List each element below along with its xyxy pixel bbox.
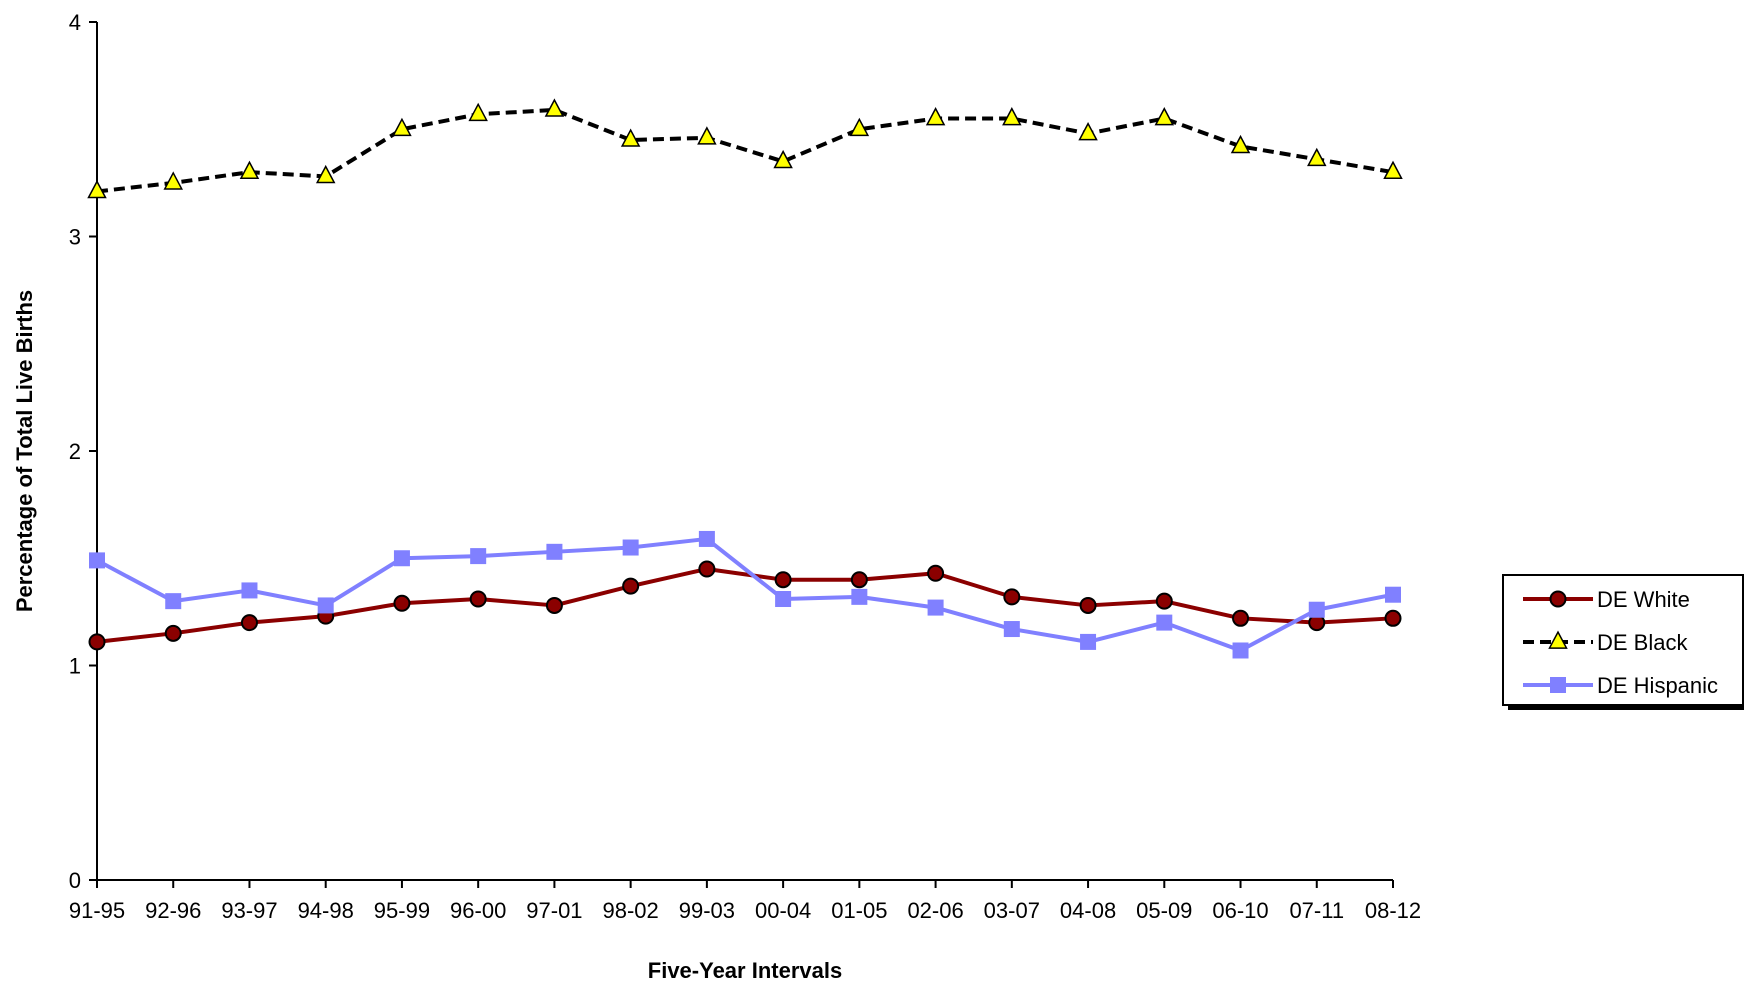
series-line bbox=[96, 536, 1394, 653]
data-point bbox=[1230, 134, 1251, 154]
data-point bbox=[1155, 592, 1173, 610]
series-de-white bbox=[88, 560, 1402, 651]
x-tick-label: 96-00 bbox=[450, 898, 506, 923]
x-tick-label: 93-97 bbox=[221, 898, 277, 923]
data-point bbox=[1385, 586, 1401, 603]
x-tick-label: 02-06 bbox=[907, 898, 963, 923]
data-point bbox=[239, 160, 260, 179]
data-point bbox=[393, 550, 410, 567]
data-point bbox=[849, 117, 870, 137]
data-point bbox=[850, 571, 868, 589]
data-point bbox=[470, 548, 487, 565]
data-point bbox=[1384, 609, 1402, 627]
data-point bbox=[1307, 147, 1327, 167]
data-point bbox=[241, 582, 258, 599]
data-point bbox=[1080, 633, 1097, 650]
data-point bbox=[1003, 588, 1021, 606]
data-point bbox=[88, 633, 106, 651]
data-point bbox=[697, 126, 717, 145]
data-point bbox=[469, 590, 487, 608]
data-point bbox=[774, 571, 792, 589]
data-point bbox=[698, 530, 715, 547]
data-point bbox=[89, 552, 105, 569]
data-point bbox=[1002, 107, 1022, 126]
data-point bbox=[1232, 642, 1249, 659]
series-de-hispanic bbox=[89, 530, 1401, 659]
data-point bbox=[1383, 160, 1403, 179]
data-point bbox=[317, 597, 334, 614]
data-point bbox=[698, 560, 716, 578]
data-point bbox=[392, 117, 412, 137]
data-point bbox=[315, 164, 336, 184]
series-de-black bbox=[87, 98, 1403, 199]
data-point bbox=[775, 591, 792, 608]
data-point bbox=[1232, 609, 1250, 627]
data-point bbox=[1156, 614, 1173, 631]
data-point bbox=[622, 577, 640, 595]
x-tick-label: 95-99 bbox=[374, 898, 430, 923]
x-tick-label: 94-98 bbox=[298, 898, 354, 923]
x-tick-label: 97-01 bbox=[526, 898, 582, 923]
data-point bbox=[393, 594, 411, 612]
legend-label: DE Hispanic bbox=[1597, 673, 1718, 698]
x-axis-title: Five-Year Intervals bbox=[648, 958, 842, 983]
data-point bbox=[546, 543, 563, 560]
data-point bbox=[925, 107, 946, 126]
y-tick-label: 3 bbox=[69, 225, 81, 250]
series-line bbox=[96, 566, 1394, 644]
x-tick-label: 98-02 bbox=[603, 898, 659, 923]
data-point bbox=[544, 98, 565, 117]
data-point bbox=[1154, 107, 1175, 126]
data-point bbox=[927, 599, 944, 616]
data-point bbox=[163, 171, 183, 190]
legend-marker bbox=[1548, 630, 1568, 649]
data-point bbox=[622, 539, 639, 556]
legend-marker bbox=[1550, 677, 1566, 693]
data-point bbox=[164, 624, 182, 642]
data-point bbox=[240, 614, 258, 632]
data-point bbox=[545, 596, 563, 614]
legend-label: DE Black bbox=[1597, 630, 1688, 655]
x-tick-label: 05-09 bbox=[1136, 898, 1192, 923]
data-point bbox=[927, 564, 945, 582]
y-tick-label: 2 bbox=[69, 439, 81, 464]
x-tick-label: 00-04 bbox=[755, 898, 811, 923]
x-tick-label: 92-96 bbox=[145, 898, 201, 923]
x-tick-label: 04-08 bbox=[1060, 898, 1116, 923]
chart-legend: DE White DE Black DE Hispanic bbox=[1502, 574, 1744, 710]
data-point bbox=[1078, 122, 1098, 141]
data-point bbox=[165, 593, 182, 610]
legend-marker bbox=[1549, 590, 1567, 608]
chart-axes: 0 1 2 3 4 91-95 92-96 93-97 94-98 95-99 96-00 97-01… bbox=[69, 10, 1421, 923]
data-point bbox=[773, 149, 793, 169]
chart-series bbox=[87, 98, 1403, 659]
x-tick-label: 08-12 bbox=[1365, 898, 1421, 923]
data-point bbox=[87, 179, 107, 199]
data-point bbox=[620, 128, 641, 147]
x-tick-label: 91-95 bbox=[69, 898, 125, 923]
data-point bbox=[1308, 601, 1325, 618]
y-axis-title: Percentage of Total Live Births bbox=[12, 290, 37, 612]
y-tick-label: 4 bbox=[69, 10, 81, 35]
x-tick-label: 07-11 bbox=[1289, 898, 1344, 923]
y-tick-label: 1 bbox=[69, 654, 81, 679]
data-point bbox=[851, 588, 868, 605]
x-tick-label: 03-07 bbox=[984, 898, 1040, 923]
legend-label: DE White bbox=[1597, 587, 1690, 612]
data-point bbox=[468, 102, 488, 122]
x-tick-label: 99-03 bbox=[679, 898, 735, 923]
data-point bbox=[1079, 596, 1097, 614]
x-tick-label: 06-10 bbox=[1212, 898, 1268, 923]
data-point bbox=[1003, 621, 1020, 638]
x-tick-label: 01-05 bbox=[831, 898, 887, 923]
series-line bbox=[96, 107, 1394, 194]
y-tick-label: 0 bbox=[69, 868, 81, 893]
